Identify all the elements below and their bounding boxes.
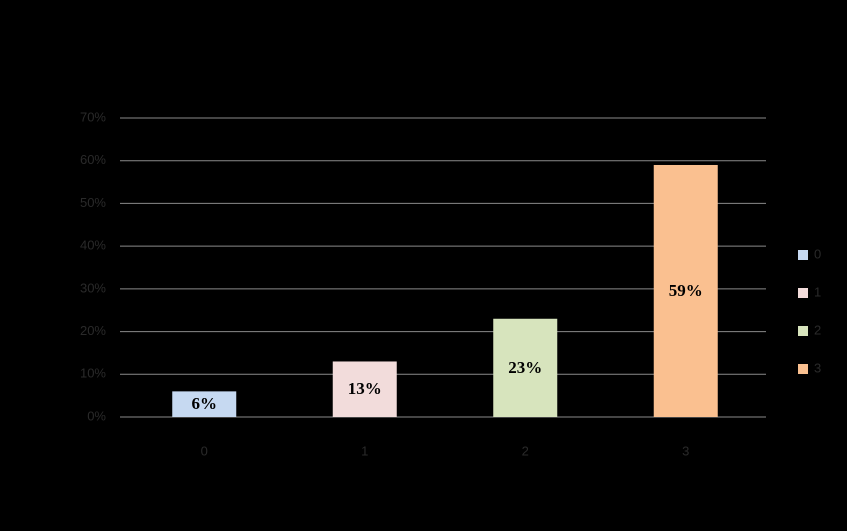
bar [332, 361, 397, 417]
legend-swatch [798, 288, 808, 298]
value-label: 59% [669, 281, 703, 300]
value-label: 13% [348, 379, 382, 398]
legend-label: 0 [814, 246, 821, 261]
x-tick-label: 1 [361, 443, 368, 458]
legend-label: 3 [814, 360, 821, 375]
x-tick-label: 2 [522, 443, 529, 458]
bar [653, 164, 718, 417]
value-label: 23% [508, 358, 542, 377]
bar [493, 318, 558, 417]
bar [172, 391, 237, 417]
y-tick-label: 30% [80, 280, 106, 295]
y-tick-label: 20% [80, 323, 106, 338]
legend-label: 1 [814, 284, 821, 299]
y-tick-label: 70% [80, 109, 106, 124]
x-tick-label: 0 [201, 443, 208, 458]
legend-label: 2 [814, 322, 821, 337]
value-label: 6% [192, 394, 218, 413]
legend-swatch [798, 326, 808, 336]
y-tick-label: 40% [80, 238, 106, 253]
y-tick-label: 50% [80, 195, 106, 210]
y-tick-label: 0% [87, 408, 106, 423]
legend-swatch [798, 364, 808, 374]
x-tick-label: 3 [682, 443, 689, 458]
y-tick-label: 60% [80, 152, 106, 167]
legend-swatch [798, 250, 808, 260]
y-tick-label: 10% [80, 366, 106, 381]
